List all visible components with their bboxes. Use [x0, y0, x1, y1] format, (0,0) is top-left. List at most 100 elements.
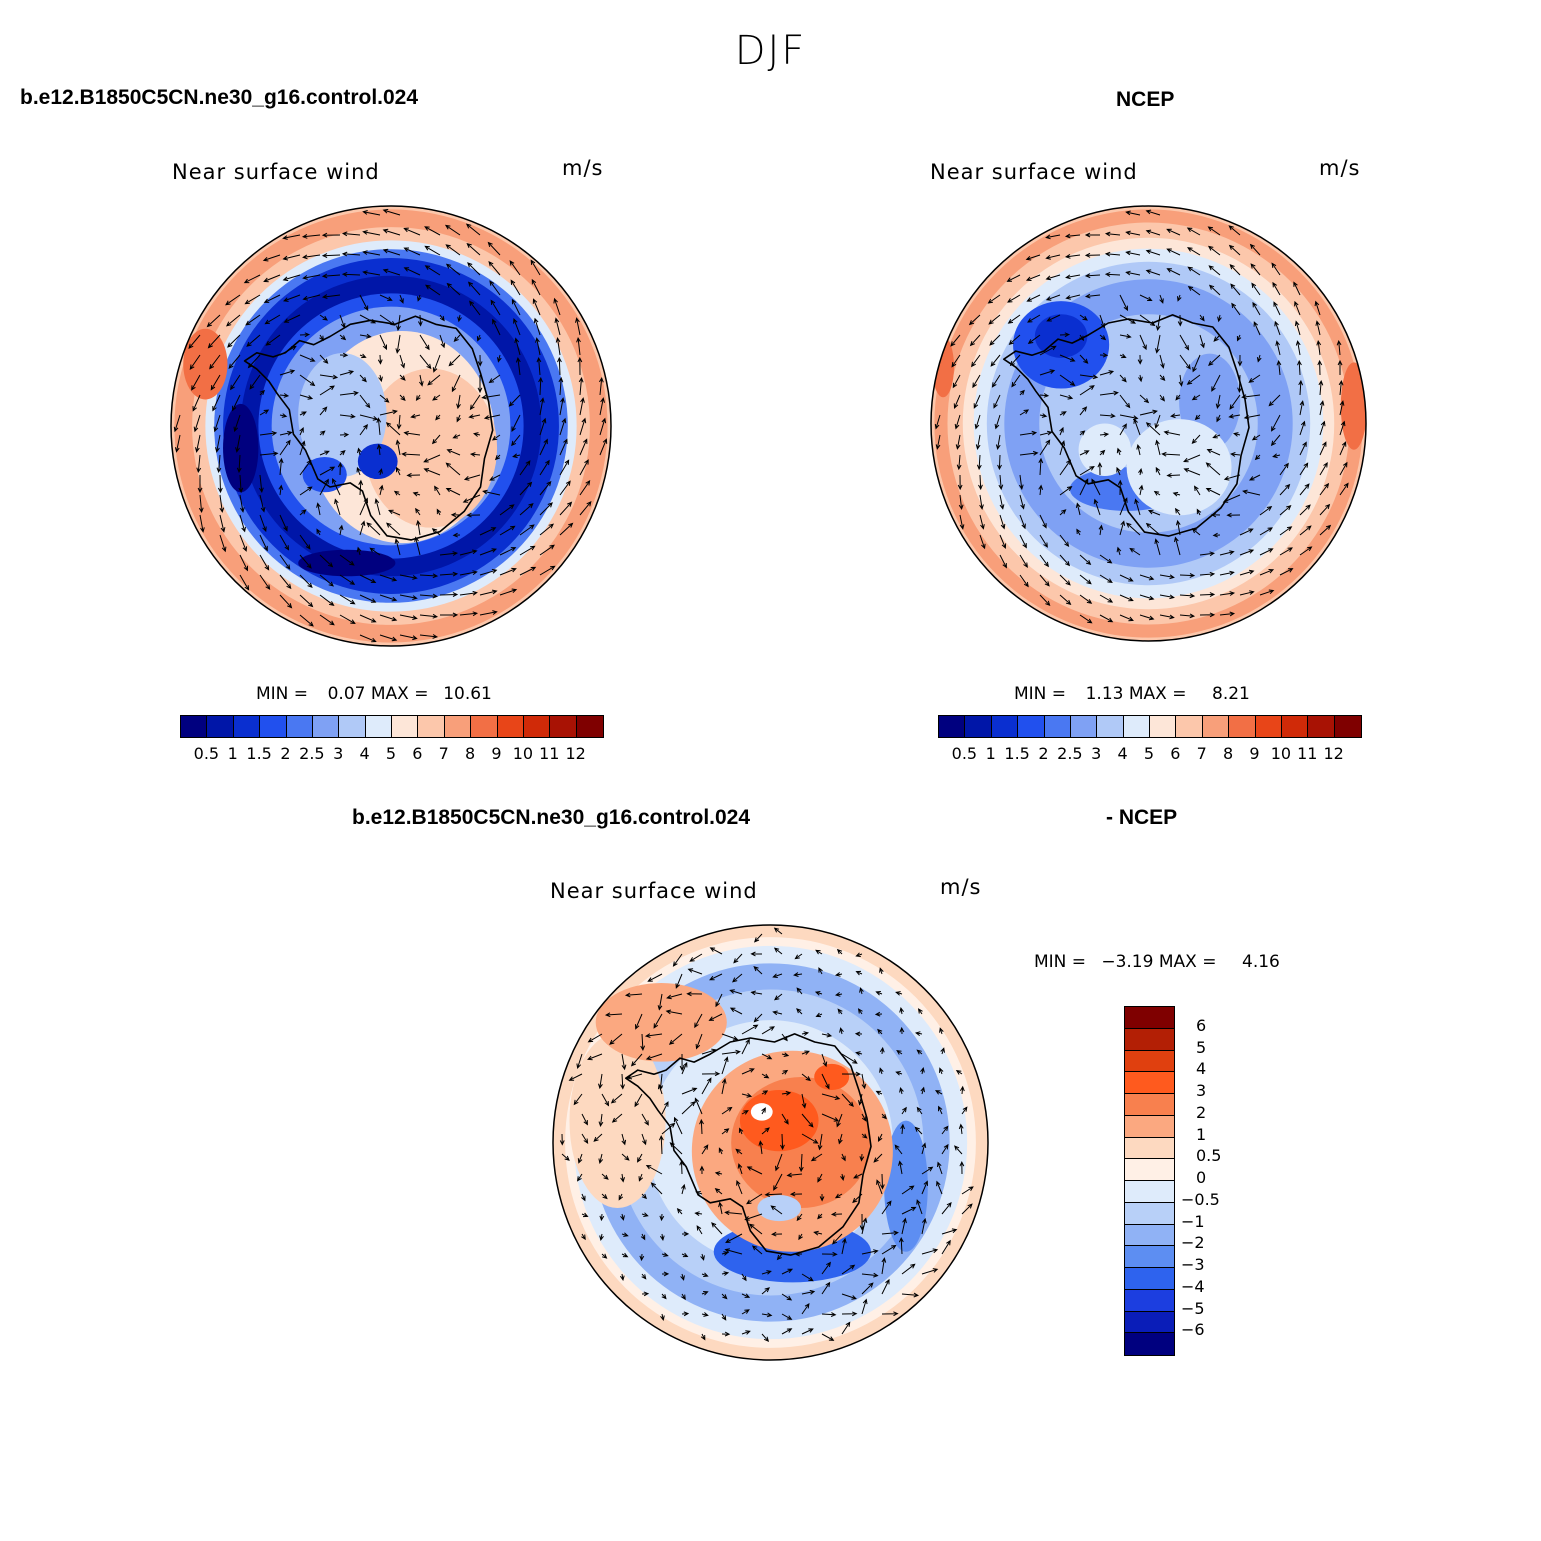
colorbar-tick-label: 5 [385, 744, 397, 763]
colorbar-tick-label: −1 [1181, 1211, 1205, 1231]
colorbar-tick-label: 9 [491, 744, 502, 763]
colorbar-tick-label: 6 [1170, 744, 1181, 763]
colorbar-tick-label: 11 [1297, 744, 1318, 763]
obs-minmax: MIN = 1.13 MAX = 8.21 [1014, 684, 1250, 704]
model-min-label: MIN = [256, 684, 309, 704]
colorbar-swatch [233, 716, 261, 737]
colorbar-swatch [418, 716, 445, 737]
diff-units-label: m/s [940, 875, 982, 899]
colorbar-swatch [965, 716, 992, 737]
colorbar-swatch [1125, 1159, 1174, 1181]
colorbar-tick-label: 6 [1196, 1015, 1207, 1035]
colorbar-tick-label: 4 [1117, 744, 1128, 763]
colorbar-swatch [1334, 716, 1361, 737]
colorbar-tick-label: 2 [1196, 1102, 1207, 1122]
colorbar-swatch [523, 716, 551, 737]
model-colorbar [180, 715, 604, 738]
diff-wind-map [552, 924, 989, 1361]
diff-max-value: 4.16 [1242, 952, 1280, 972]
colorbar-tick-label: −0.5 [1181, 1189, 1220, 1209]
colorbar-swatch [1125, 1333, 1174, 1355]
obs-units-label: m/s [1319, 156, 1361, 180]
colorbar-swatch [497, 716, 524, 737]
colorbar-swatch [207, 716, 234, 737]
colorbar-tick-label: −4 [1181, 1276, 1205, 1296]
colorbar-swatch [1125, 1202, 1174, 1225]
colorbar-tick-label: 3 [1091, 744, 1102, 763]
colorbar-tick-label: 5 [1143, 744, 1155, 763]
model-wind-map [170, 205, 612, 647]
colorbar-swatch [1070, 716, 1098, 737]
colorbar-swatch [365, 716, 392, 737]
colorbar-tick-label: −2 [1181, 1233, 1205, 1253]
colorbar-swatch [286, 716, 313, 737]
colorbar-tick-label: 2.5 [1057, 744, 1083, 763]
colorbar-tick-label: 4 [1196, 1059, 1207, 1079]
colorbar-swatch [1308, 716, 1335, 737]
diff-min-label: MIN = [1034, 952, 1087, 972]
colorbar-swatch [1125, 1094, 1174, 1116]
colorbar-tick-label: 0.5 [1196, 1146, 1222, 1166]
colorbar-swatch [1123, 716, 1150, 737]
obs-case-title: NCEP [1116, 88, 1175, 111]
diff-left-label: Near surface wind [550, 879, 758, 903]
figure-title: DJF [734, 28, 807, 74]
colorbar-swatch [1125, 1268, 1174, 1290]
colorbar-tick-label: 1.5 [1004, 744, 1030, 763]
colorbar-tick-label: 2 [1038, 744, 1049, 763]
diff-case-title-left: b.e12.B1850C5CN.ne30_g16.control.024 [352, 806, 751, 829]
colorbar-swatch [1125, 1137, 1174, 1160]
colorbar-tick-label: −6 [1181, 1320, 1205, 1340]
colorbar-tick-label: 5 [1196, 1037, 1207, 1057]
colorbar-swatch [444, 716, 472, 737]
colorbar-swatch [1018, 716, 1045, 737]
colorbar-swatch [260, 716, 287, 737]
colorbar-tick-label: 12 [1323, 744, 1344, 763]
colorbar-tick-label: 10 [1270, 744, 1292, 763]
diff-minmax: MIN = −3.19 MAX = 4.16 [1034, 952, 1280, 972]
colorbar-swatch [1097, 716, 1124, 737]
colorbar-tick-label: 6 [412, 744, 423, 763]
colorbar-swatch [1125, 1028, 1174, 1051]
colorbar-tick-label: 3 [1196, 1081, 1207, 1100]
colorbar-swatch [1150, 716, 1177, 737]
diff-min-value: −3.19 [1101, 952, 1154, 972]
colorbar-tick-label: 11 [539, 744, 560, 763]
colorbar-tick-label: 7 [438, 744, 449, 763]
colorbar-swatch [576, 716, 603, 737]
colorbar-swatch [312, 716, 340, 737]
colorbar-tick-label: 1 [227, 744, 238, 763]
colorbar-swatch [339, 716, 366, 737]
colorbar-tick-label: 2.5 [299, 744, 325, 763]
model-units-label: m/s [562, 156, 604, 180]
colorbar-swatch [1202, 716, 1230, 737]
colorbar-tick-label: 1.5 [246, 744, 272, 763]
colorbar-tick-label: 3 [333, 744, 344, 763]
colorbar-swatch [1176, 716, 1203, 737]
colorbar-tick-label: −5 [1181, 1298, 1205, 1318]
colorbar-swatch [181, 716, 208, 737]
colorbar-swatch [471, 716, 498, 737]
colorbar-swatch [1125, 1224, 1174, 1247]
colorbar-tick-label: 4 [359, 744, 370, 763]
diff-colorbar [1124, 1006, 1175, 1356]
obs-min-value: 1.13 [1085, 684, 1124, 704]
colorbar-swatch [392, 716, 419, 737]
diff-max-label: MAX = [1158, 952, 1217, 972]
model-max-label: MAX = [370, 684, 429, 704]
model-min-value: 0.07 [327, 684, 366, 704]
colorbar-tick-label: 8 [465, 744, 476, 763]
colorbar-swatch [991, 716, 1019, 737]
colorbar-tick-label: 0 [1196, 1168, 1207, 1187]
colorbar-swatch [1125, 1246, 1174, 1268]
colorbar-swatch [939, 716, 966, 737]
obs-max-value: 8.21 [1212, 684, 1250, 704]
model-case-title: b.e12.B1850C5CN.ne30_g16.control.024 [20, 86, 419, 109]
colorbar-tick-label: 7 [1196, 744, 1207, 763]
obs-min-label: MIN = [1014, 684, 1067, 704]
model-max-value: 10.61 [443, 684, 492, 704]
colorbar-swatch [1125, 1115, 1174, 1138]
colorbar-tick-label: 9 [1249, 744, 1260, 763]
diff-case-title-right: - NCEP [1106, 806, 1178, 829]
colorbar-tick-label: 8 [1223, 744, 1234, 763]
